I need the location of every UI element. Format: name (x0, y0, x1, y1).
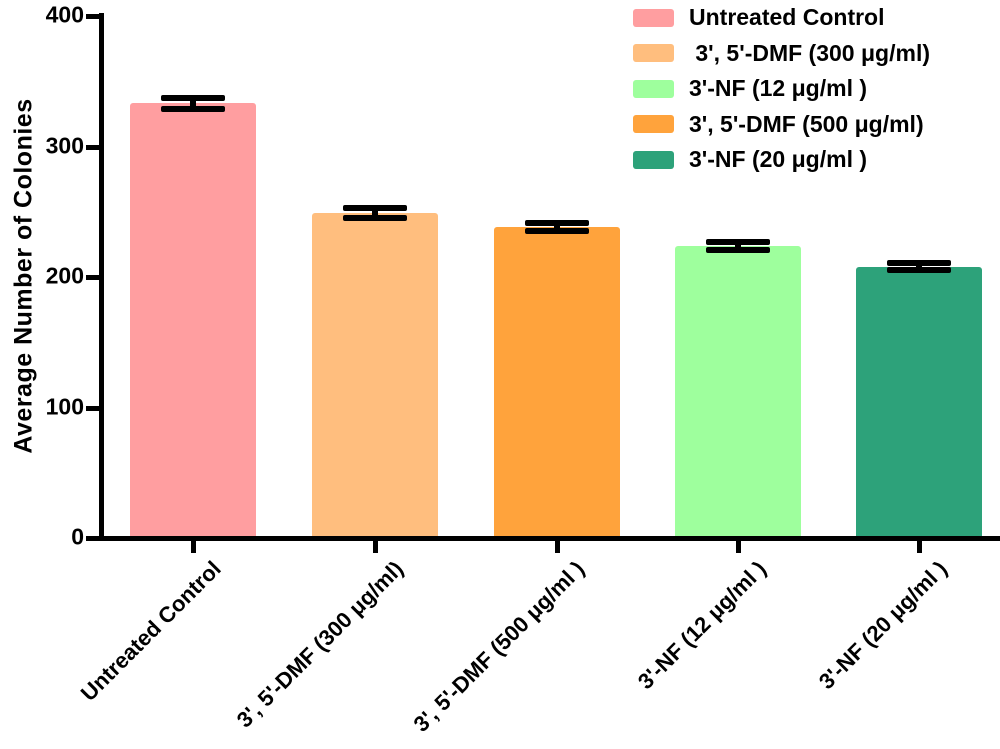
legend-row: 3', 5'-DMF (300 μg/ml) (633, 40, 930, 67)
legend-row: 3'-NF (12 μg/ml ) (633, 75, 867, 102)
error-bar-cap (706, 238, 770, 245)
bar (312, 213, 438, 541)
y-tick (86, 144, 99, 150)
y-tick-label: 300 (45, 131, 84, 158)
legend-swatch (633, 79, 674, 98)
y-tick-label: 400 (45, 1, 84, 28)
x-tick-label: 3'-NF (12 μg/ml ) (632, 556, 771, 695)
y-tick (86, 405, 99, 411)
error-bar-cap (343, 204, 407, 211)
legend-label: 3', 5'-DMF (500 μg/ml) (689, 110, 924, 137)
x-tick (373, 541, 378, 553)
legend-swatch (633, 115, 674, 134)
legend-row: Untreated Control (633, 4, 885, 31)
bar (130, 103, 256, 541)
y-tick (86, 14, 99, 19)
legend-row: 3'-NF (20 μg/ml ) (633, 146, 867, 173)
x-tick-label: Untreated Control (75, 556, 226, 706)
error-bar-cap (887, 259, 951, 266)
y-tick-label: 0 (71, 523, 84, 550)
y-tick (86, 536, 99, 541)
x-tick-label: 3', 5'-DMF (300 μg/ml) (231, 556, 408, 733)
error-bar-line (916, 262, 922, 271)
legend-swatch (633, 8, 674, 27)
legend-row: 3', 5'-DMF (500 μg/ml) (633, 111, 924, 138)
bar (675, 245, 801, 541)
bar (856, 266, 982, 541)
x-tick (736, 541, 741, 553)
y-tick (86, 275, 99, 280)
y-axis-title: Average Number of Colonies (9, 98, 38, 454)
x-tick-label: 3', 5'-DMF (500 μg/ml ) (408, 556, 590, 737)
y-tick-label: 200 (45, 262, 84, 289)
error-bar-line (735, 241, 741, 250)
bar (494, 227, 620, 541)
error-bar-line (554, 223, 560, 232)
error-bar-cap (706, 246, 770, 253)
x-tick (191, 541, 196, 553)
x-tick-label: 3'-NF (20 μg/ml ) (813, 556, 952, 695)
legend-swatch (633, 44, 674, 63)
x-tick (555, 541, 560, 553)
error-bar-line (372, 207, 378, 219)
legend-label: 3'-NF (12 μg/ml ) (689, 75, 868, 102)
x-axis-line (99, 536, 1000, 541)
error-bar-cap (343, 215, 407, 222)
error-bar-cap (161, 95, 225, 102)
error-bar-cap (525, 220, 589, 227)
error-bar-cap (525, 228, 589, 235)
error-bar-line (190, 98, 196, 109)
error-bar-cap (887, 267, 951, 274)
x-tick (917, 541, 922, 553)
legend-label: 3', 5'-DMF (300 μg/ml) (689, 39, 930, 66)
legend-label: 3'-NF (20 μg/ml ) (689, 146, 868, 173)
legend-label: Untreated Control (689, 4, 885, 30)
legend-swatch (633, 150, 674, 169)
y-tick-label: 100 (45, 392, 84, 419)
error-bar-cap (161, 105, 225, 112)
y-axis-line (99, 13, 104, 541)
